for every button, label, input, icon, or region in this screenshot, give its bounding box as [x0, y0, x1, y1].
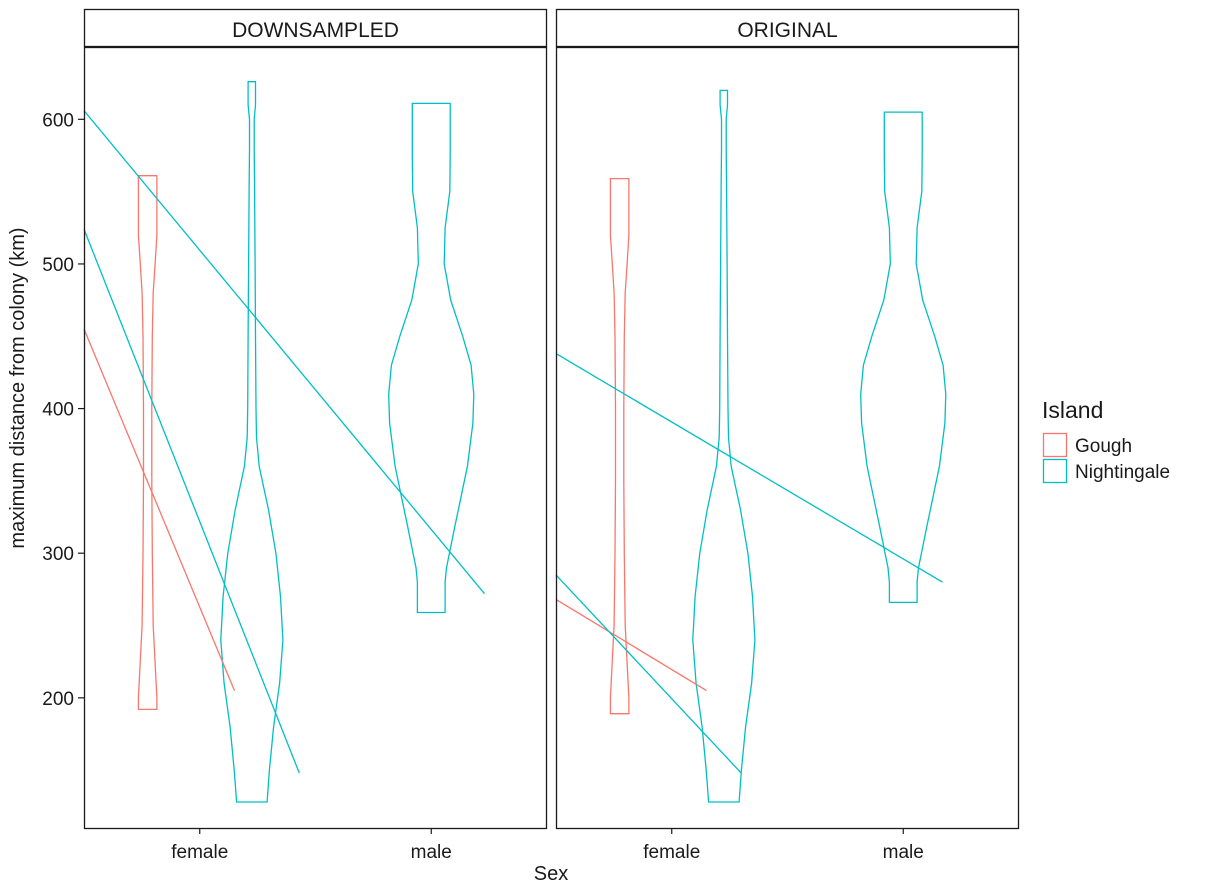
- violin-female-nightingale: [692, 89, 756, 803]
- violin-male-nightingale: [860, 111, 947, 604]
- trend-line-nightingale: [555, 574, 742, 774]
- panels-layer: DOWNSAMPLED female male ORIGINAL female male 2…: [42, 8, 1020, 863]
- trend-line-nightingale: [83, 228, 300, 774]
- trend-line-nightingale: [83, 110, 485, 595]
- x-axis-title: Sex: [534, 863, 568, 885]
- x-tick-label: female: [643, 842, 700, 863]
- strip-box: [83, 8, 548, 48]
- legend-label-nightingale: Nightingale: [1075, 462, 1170, 483]
- trend-line-gough: [83, 328, 236, 691]
- x-tick-label: female: [171, 842, 228, 863]
- strip-box: [555, 8, 1020, 48]
- violin-female-nightingale: [220, 81, 284, 803]
- strip-label: ORIGINAL: [737, 19, 837, 42]
- panel-border: [83, 46, 548, 830]
- legend-label-gough: Gough: [1075, 436, 1132, 457]
- violin-female-gough: [137, 175, 158, 711]
- y-tick-label: 600: [42, 110, 74, 131]
- y-tick-label: 500: [42, 255, 74, 276]
- violin-male-nightingale: [388, 102, 475, 614]
- legend-key-gough: [1042, 432, 1068, 458]
- panel-original: ORIGINAL female male: [555, 8, 1020, 863]
- x-tick-label: male: [411, 842, 452, 863]
- y-tick-label: 300: [42, 544, 74, 565]
- panel-border: [555, 46, 1020, 830]
- y-axis: 200 300 400 500 600: [42, 110, 84, 710]
- y-axis-title: maximum distance from colony (km): [7, 227, 29, 548]
- y-tick-label: 200: [42, 689, 74, 710]
- trend-line-gough: [555, 598, 707, 692]
- violin-female-gough: [609, 177, 630, 715]
- x-tick-label: male: [883, 842, 924, 863]
- panel-downsampled: DOWNSAMPLED female male: [83, 8, 548, 863]
- strip-label: DOWNSAMPLED: [232, 19, 399, 42]
- y-tick-label: 400: [42, 400, 74, 421]
- legend-title: Island: [1042, 397, 1103, 423]
- trend-line-nightingale: [555, 353, 943, 583]
- legend-key-nightingale: [1042, 458, 1068, 484]
- legend: Island Gough Nightingale: [1042, 397, 1170, 484]
